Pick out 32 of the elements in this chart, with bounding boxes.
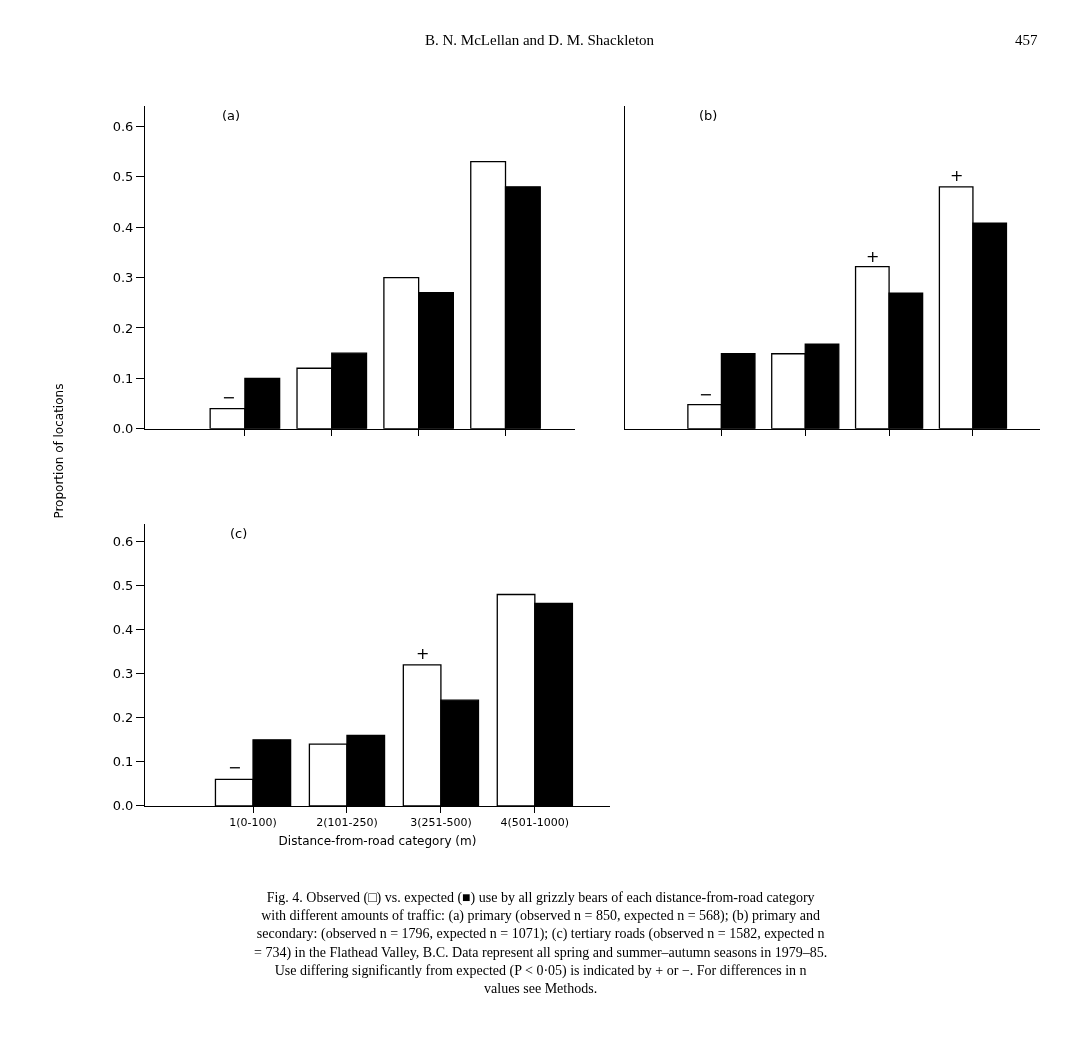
annotation: −	[699, 385, 713, 404]
x-tick-label: 4(501-1000)	[500, 816, 570, 830]
y-axis-title: Proportion of locations	[52, 383, 67, 519]
caption: Fig. 4. Observed (□) vs. expected (■) use by all grizzly bears of each distance-from-road category with different amounts of traffic: (a) primary (observed n = 850, expected n = 568); (b) primary and secondary: (observed n = 1796, expected n = 1071); (c) tertiary roads (observed n = 1582, expected n = 734) in the Flathead Valley, B.C. Data represent all spring and summer–autumn seasons in 1979–85. Use differing significantly from expected (P < 0·05) is indicated by + or −. For differences in n values see Methods.	[254, 890, 828, 996]
y-tick-label: 0.4	[112, 622, 134, 638]
annotation: +	[416, 644, 430, 663]
chart-title: (b)	[699, 108, 718, 123]
y-tick-label: 0.5	[112, 578, 134, 594]
y-tick-label: 0.0	[112, 798, 134, 814]
y-tick-label: 0.3	[112, 270, 134, 286]
text: 457	[1015, 32, 1038, 48]
y-tick-label: 0.0	[112, 421, 134, 437]
y-tick-label: 0.1	[112, 754, 134, 770]
chart-title: (c)	[230, 526, 248, 541]
y-tick-label: 0.1	[112, 370, 134, 386]
y-tick-label: 0.6	[112, 118, 134, 134]
annotation: +	[866, 247, 880, 266]
chart-title: (a)	[222, 108, 241, 123]
y-tick-label: 0.2	[112, 710, 134, 726]
text: B. N. McLellan and D. M. Shackleton	[425, 32, 655, 48]
y-tick-label: 0.4	[112, 219, 134, 235]
y-tick-label: 0.3	[112, 666, 134, 682]
y-tick-label: 0.5	[112, 169, 134, 185]
annotation: −	[222, 388, 236, 407]
y-tick-label: 0.2	[112, 320, 134, 336]
x-tick-label: 1(0-100)	[229, 816, 277, 830]
text: +	[950, 166, 964, 185]
annotation: −	[228, 758, 242, 777]
x-tick-label: 2(101-250)	[316, 816, 378, 830]
x-axis-title: Distance-from-road category (m)	[278, 833, 477, 848]
x-tick-label: 3(251-500)	[410, 816, 472, 830]
y-tick-label: 0.6	[112, 534, 134, 550]
